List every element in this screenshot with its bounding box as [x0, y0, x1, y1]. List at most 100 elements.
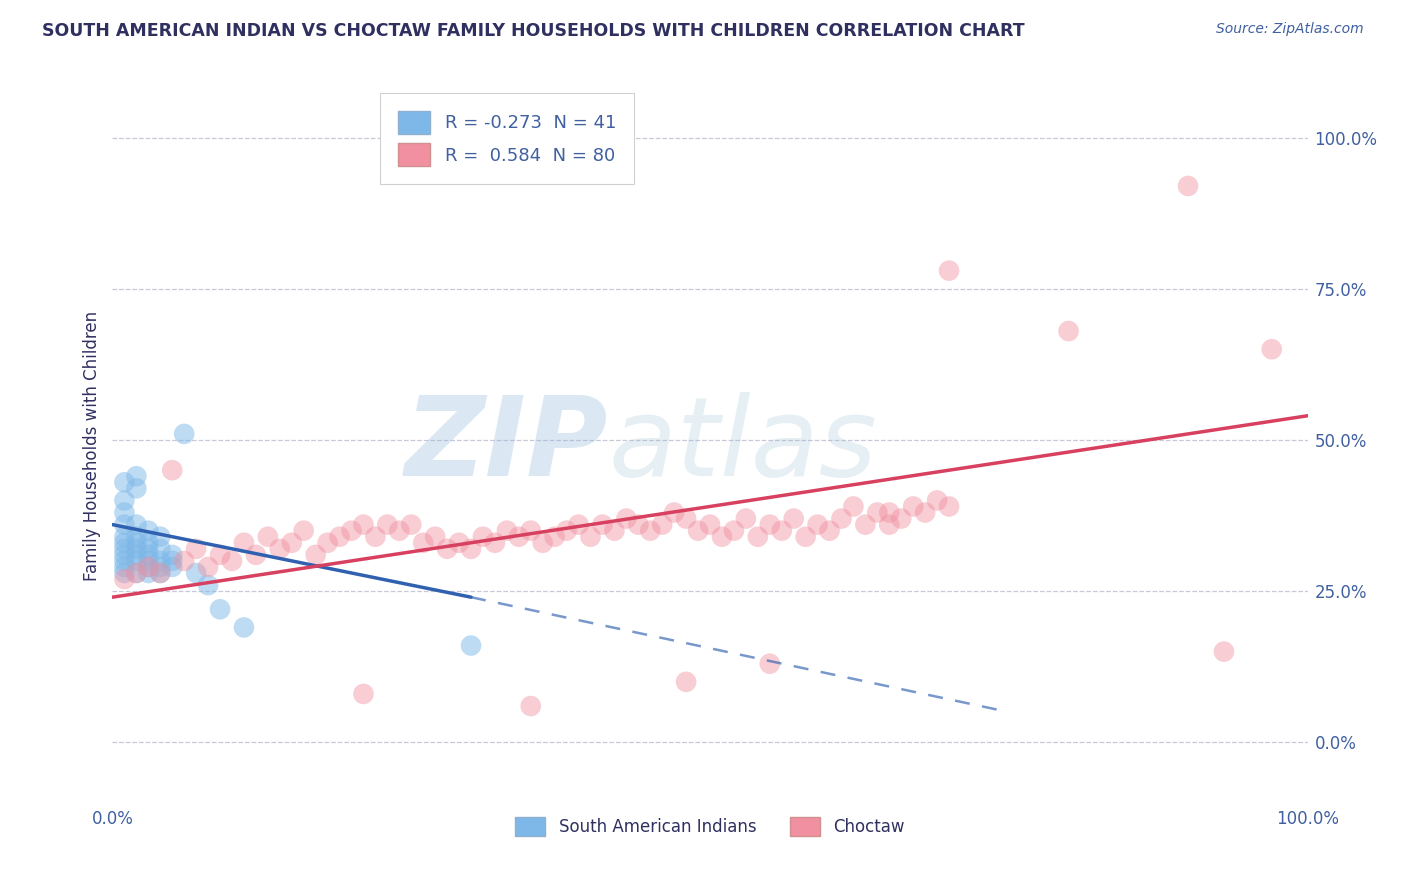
Point: [1057, 324, 1080, 338]
Point: [855, 517, 877, 532]
Point: [114, 548, 135, 562]
Point: [125, 566, 148, 580]
Point: [125, 530, 148, 544]
Point: [125, 535, 148, 549]
Point: [543, 530, 565, 544]
Point: [449, 535, 471, 549]
Point: [711, 530, 734, 544]
Point: [245, 548, 267, 562]
Point: [209, 602, 232, 616]
Point: [221, 554, 243, 568]
Point: [149, 566, 172, 580]
Point: [149, 530, 172, 544]
Point: [353, 687, 375, 701]
Point: [603, 524, 626, 538]
Point: [186, 566, 208, 580]
Point: [186, 541, 208, 556]
Point: [162, 554, 183, 568]
Point: [831, 511, 853, 525]
Point: [579, 530, 602, 544]
Point: [114, 530, 135, 544]
Point: [162, 548, 183, 562]
Point: [616, 511, 638, 525]
Point: [651, 517, 673, 532]
Point: [520, 524, 543, 538]
Point: [138, 535, 160, 549]
Point: [436, 541, 458, 556]
Point: [125, 517, 148, 532]
Point: [114, 541, 135, 556]
Point: [496, 524, 519, 538]
Text: Source: ZipAtlas.com: Source: ZipAtlas.com: [1216, 22, 1364, 37]
Point: [233, 620, 256, 634]
Point: [914, 506, 936, 520]
Point: [125, 566, 148, 580]
Text: ZIP: ZIP: [405, 392, 609, 500]
Point: [818, 524, 841, 538]
Point: [568, 517, 591, 532]
Point: [555, 524, 578, 538]
Point: [114, 506, 135, 520]
Point: [173, 554, 195, 568]
Y-axis label: Family Households with Children: Family Households with Children: [83, 311, 101, 581]
Point: [927, 493, 949, 508]
Point: [281, 535, 304, 549]
Point: [114, 517, 135, 532]
Point: [114, 572, 135, 586]
Point: [460, 639, 482, 653]
Point: [770, 524, 793, 538]
Point: [879, 517, 901, 532]
Point: [329, 530, 352, 544]
Point: [664, 506, 686, 520]
Point: [125, 481, 148, 495]
Point: [114, 475, 135, 490]
Point: [627, 517, 650, 532]
Point: [197, 560, 219, 574]
Text: SOUTH AMERICAN INDIAN VS CHOCTAW FAMILY HOUSEHOLDS WITH CHILDREN CORRELATION CHA: SOUTH AMERICAN INDIAN VS CHOCTAW FAMILY …: [42, 22, 1025, 40]
Point: [316, 535, 339, 549]
Point: [257, 530, 280, 544]
Point: [138, 554, 160, 568]
Point: [759, 517, 782, 532]
Legend: South American Indians, Choctaw: South American Indians, Choctaw: [508, 808, 912, 845]
Point: [292, 524, 315, 538]
Point: [592, 517, 614, 532]
Point: [675, 511, 697, 525]
Point: [114, 554, 135, 568]
Point: [1177, 178, 1199, 193]
Point: [759, 657, 782, 671]
Point: [149, 560, 172, 574]
Point: [138, 541, 160, 556]
Point: [138, 560, 160, 574]
Point: [388, 524, 411, 538]
Point: [484, 535, 506, 549]
Point: [807, 517, 830, 532]
Point: [162, 463, 183, 477]
Point: [125, 554, 148, 568]
Point: [125, 548, 148, 562]
Point: [162, 560, 183, 574]
Point: [377, 517, 399, 532]
Point: [114, 566, 135, 580]
Point: [138, 566, 160, 580]
Point: [508, 530, 530, 544]
Point: [640, 524, 662, 538]
Point: [125, 469, 148, 483]
Point: [173, 426, 195, 441]
Point: [866, 506, 889, 520]
Point: [903, 500, 925, 514]
Point: [1261, 343, 1284, 357]
Point: [842, 500, 865, 514]
Point: [1213, 645, 1236, 659]
Point: [723, 524, 745, 538]
Point: [149, 541, 172, 556]
Point: [269, 541, 291, 556]
Point: [520, 699, 543, 714]
Point: [197, 578, 219, 592]
Point: [149, 566, 172, 580]
Point: [138, 560, 160, 574]
Point: [305, 548, 328, 562]
Point: [794, 530, 817, 544]
Text: atlas: atlas: [609, 392, 877, 500]
Point: [879, 506, 901, 520]
